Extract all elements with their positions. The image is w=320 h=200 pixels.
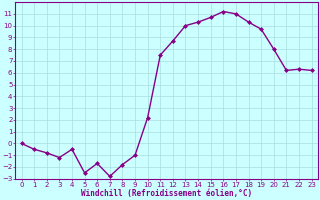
X-axis label: Windchill (Refroidissement éolien,°C): Windchill (Refroidissement éolien,°C) bbox=[81, 189, 252, 198]
